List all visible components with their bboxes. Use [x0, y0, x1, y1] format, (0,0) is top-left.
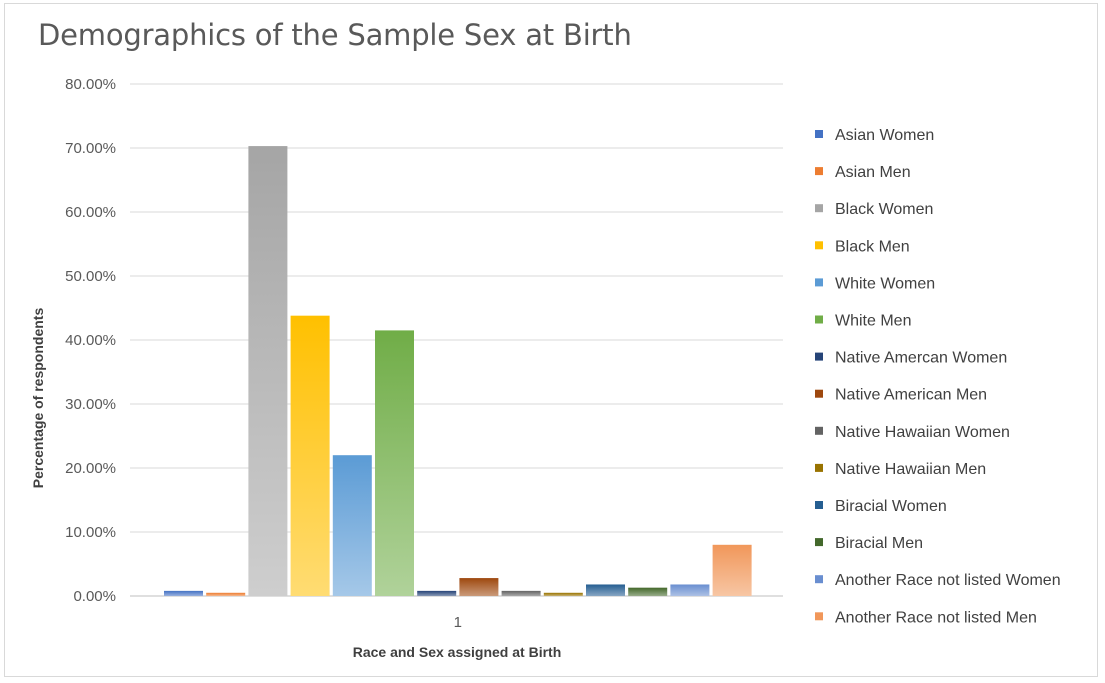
legend-label: White Women: [835, 275, 935, 292]
gridlines: [130, 83, 783, 597]
legend-swatch: [815, 315, 823, 324]
legend-item: White Women: [815, 275, 935, 292]
y-tick-label: 70.00%: [65, 140, 116, 157]
legend-label: Asian Women: [835, 127, 934, 144]
bars: [164, 146, 752, 596]
bar-native-hawaiian-men: [543, 592, 583, 596]
legend-item: Asian Women: [815, 127, 934, 144]
legend-item: Black Men: [815, 238, 910, 255]
legend-item: Black Women: [815, 201, 933, 218]
legend-swatch: [815, 612, 823, 621]
bar-asian-men: [206, 592, 246, 596]
legend-item: Native Amercan Women: [815, 350, 1007, 367]
legend-label: Native American Men: [835, 387, 987, 404]
legend-label: Black Women: [835, 201, 933, 218]
legend-item: Asian Men: [815, 164, 911, 181]
x-axis-tick-labels: 1: [454, 614, 462, 631]
legend-label: Asian Men: [835, 164, 911, 181]
legend-swatch: [815, 241, 823, 250]
bar-black-women: [248, 146, 288, 596]
legend-swatch: [815, 575, 823, 584]
legend-item: Another Race not listed Men: [815, 609, 1037, 626]
legend: Asian Women Asian Men Black Women Black Men…: [815, 127, 1061, 626]
legend-label: Native Hawaiian Women: [835, 424, 1010, 441]
y-axis-title: Percentage of respondents: [30, 308, 46, 489]
y-tick-label: 50.00%: [65, 268, 116, 285]
legend-swatch: [815, 204, 823, 213]
legend-label: Another Race not listed Women: [835, 572, 1061, 589]
x-axis-title: Race and Sex assigned at Birth: [353, 644, 562, 660]
bar-native-hawaiian-women: [501, 590, 541, 596]
legend-label: Another Race not listed Men: [835, 609, 1037, 626]
bar-biracial-men: [628, 587, 668, 596]
bar-native-amercan-women: [417, 590, 457, 596]
legend-swatch: [815, 463, 823, 472]
legend-item: Native Hawaiian Women: [815, 424, 1010, 441]
legend-label: Biracial Men: [835, 535, 923, 552]
legend-swatch: [815, 426, 823, 435]
y-tick-label: 0.00%: [73, 588, 116, 605]
legend-label: Native Amercan Women: [835, 350, 1007, 367]
legend-item: Biracial Men: [815, 535, 923, 552]
legend-item: Biracial Women: [815, 498, 947, 515]
y-tick-label: 60.00%: [65, 204, 116, 221]
bar-black-men: [290, 315, 330, 596]
bar-white-men: [375, 330, 414, 596]
legend-item: Native American Men: [815, 387, 987, 404]
legend-swatch: [815, 538, 823, 547]
legend-item: White Men: [815, 313, 911, 330]
bar-native-american-men: [459, 578, 499, 596]
x-tick-label: 1: [454, 614, 462, 631]
y-tick-label: 20.00%: [65, 460, 116, 477]
bar-asian-women: [164, 590, 203, 596]
legend-swatch: [815, 352, 823, 361]
y-axis-tick-labels: 0.00% 10.00% 20.00% 30.00% 40.00% 50.00% 60.00…: [65, 76, 116, 605]
y-tick-label: 80.00%: [65, 76, 116, 93]
bar-biracial-women: [586, 584, 625, 596]
legend-swatch: [815, 167, 823, 176]
bar-white-women: [332, 455, 372, 596]
y-tick-label: 10.00%: [65, 524, 116, 541]
legend-item: Native Hawaiian Men: [815, 461, 986, 478]
legend-label: Native Hawaiian Men: [835, 461, 986, 478]
y-tick-label: 30.00%: [65, 396, 116, 413]
legend-swatch: [815, 389, 823, 398]
legend-swatch: [815, 501, 823, 509]
legend-label: Black Men: [835, 238, 910, 255]
legend-label: Biracial Women: [835, 498, 947, 515]
legend-swatch: [815, 130, 823, 138]
legend-swatch: [815, 278, 823, 287]
chart-title: Demographics of the Sample Sex at Birth: [38, 18, 632, 52]
legend-item: Another Race not listed Women: [815, 572, 1061, 589]
legend-label: White Men: [835, 313, 911, 330]
bar-another-race-not-listed-men: [712, 544, 752, 596]
bar-another-race-not-listed-women: [670, 584, 710, 596]
y-tick-label: 40.00%: [65, 332, 116, 349]
